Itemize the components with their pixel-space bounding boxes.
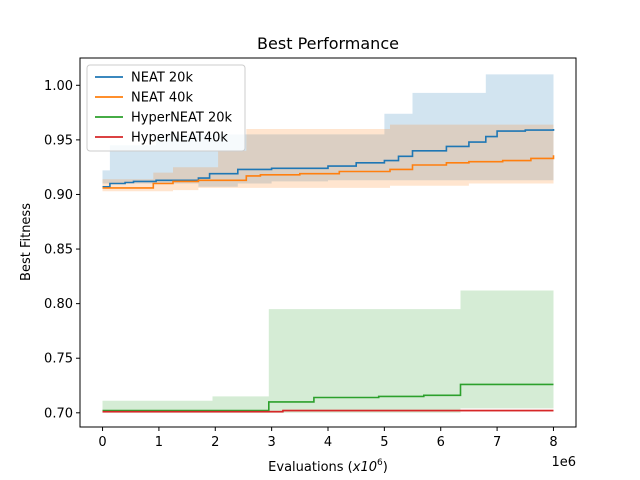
y-tick-label: 0.95 [44,133,73,148]
x-axis-label-text: Evaluations [268,460,344,475]
legend-box [86,64,246,152]
y-tick-label: 0.80 [44,297,73,312]
band-series-3 [102,290,554,413]
series-lines [102,129,555,413]
x-tick-label: 7 [493,435,501,450]
line-series-1 [102,129,555,188]
line-series-3 [102,383,554,412]
y-tick-label: 1.00 [44,79,73,94]
confidence-bands [102,74,554,413]
x-tick-label: 4 [324,435,332,450]
legend-label: NEAT 20k [131,71,193,86]
x-tick-label: 3 [267,435,275,450]
x-axis-label: Evaluations (x106) [268,458,388,475]
x-offset-text: 1e6 [551,455,576,470]
x-tick-label: 6 [437,435,445,450]
line-series-2 [102,155,555,189]
x-tick-label: 8 [549,435,557,450]
y-tick-label: 0.75 [44,352,73,367]
band-series-1 [102,74,554,187]
y-tick-label: 0.85 [44,243,73,258]
x-axis-label-unit: x10 [352,460,377,475]
line-series-4 [102,409,554,413]
legend-label: HyperNEAT 20k [131,111,233,126]
y-axis-ticks: 0.70 0.75 0.80 0.85 0.90 0.95 1.00 [44,79,80,421]
y-axis-label: Best Fitness [19,203,34,281]
x-tick-label: 0 [98,435,106,450]
chart-title: Best Performance [257,34,399,53]
y-tick-label: 0.90 [44,188,73,203]
x-tick-label: 5 [380,435,388,450]
legend-label: NEAT 40k [131,91,193,106]
y-tick-label: 0.70 [44,406,73,421]
band-series-2 [102,124,554,192]
x-axis-ticks: 0 1 2 3 4 5 6 7 8 [98,427,558,450]
legend: NEAT 20k NEAT 40k HyperNEAT 20k HyperNEAT40… [86,64,246,152]
x-tick-label: 2 [211,435,219,450]
legend-label: HyperNEAT40k [131,131,228,146]
x-tick-label: 1 [155,435,163,450]
x-axis-label-exponent: 6 [377,458,383,468]
